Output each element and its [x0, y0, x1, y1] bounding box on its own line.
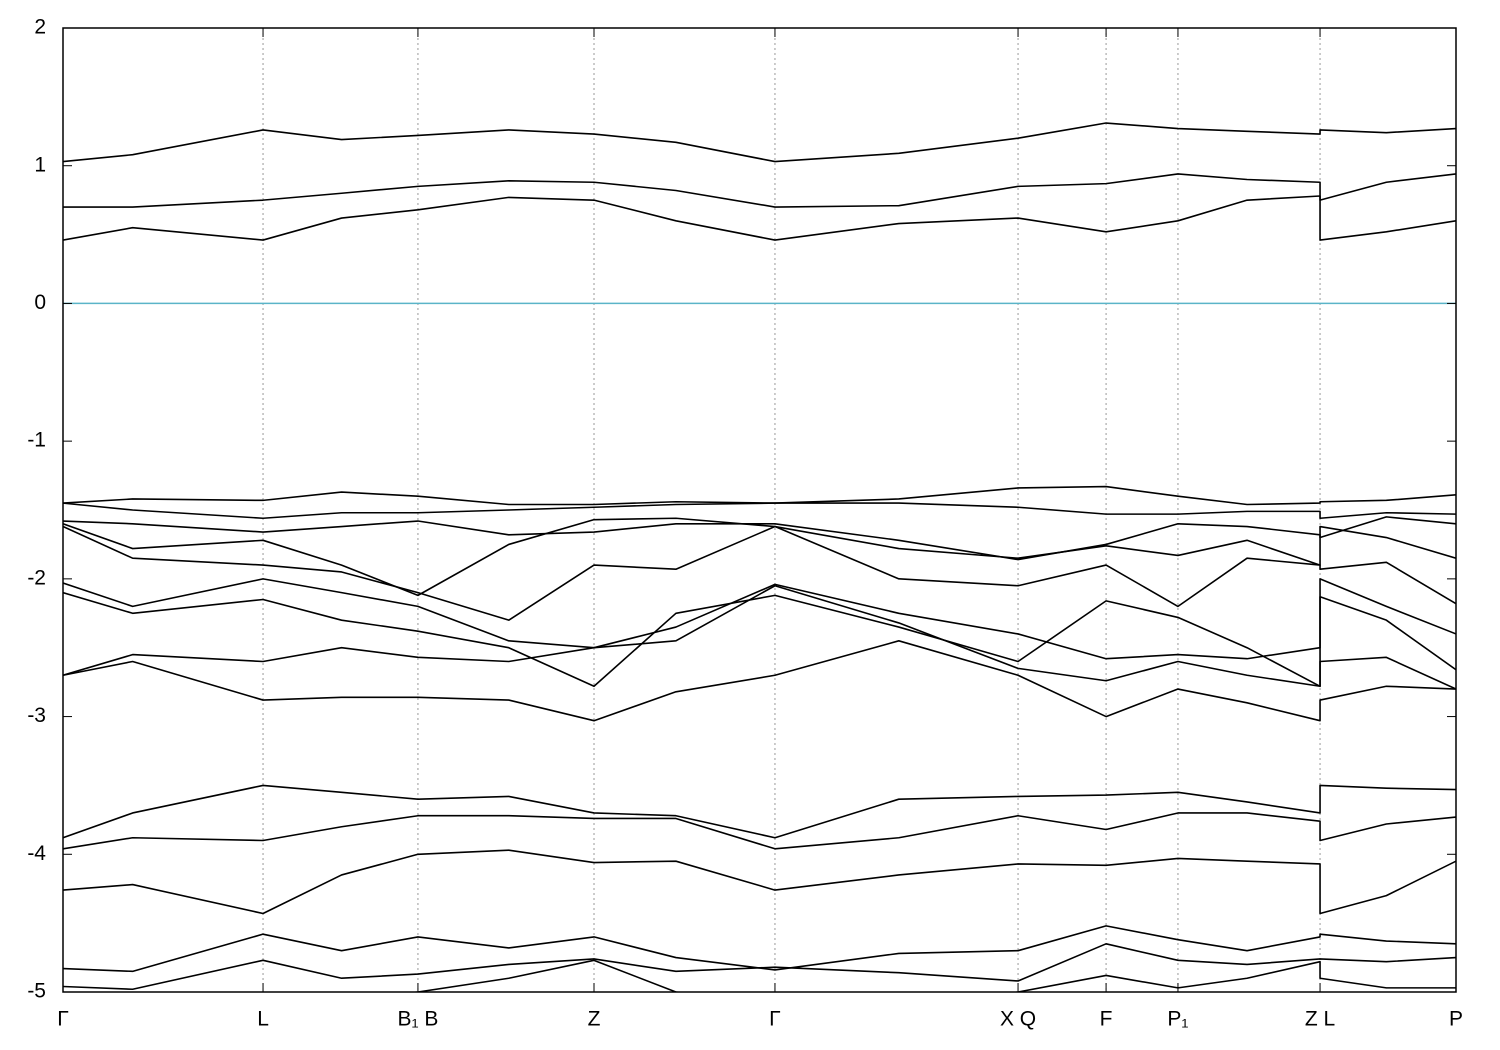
- x-tick-label: Z: [588, 1008, 601, 1031]
- band-line: [63, 502, 1456, 520]
- y-tick-label: 0: [34, 291, 46, 314]
- band-line: [63, 525, 1456, 621]
- x-tick-label: P₁: [1167, 1008, 1188, 1031]
- x-tick-label: F: [1100, 1008, 1113, 1031]
- band-line: [63, 925, 1456, 973]
- x-tick-label: Γ: [57, 1008, 69, 1031]
- x-tick-label: Z L: [1305, 1008, 1335, 1031]
- grid-layer: [62, 28, 1457, 992]
- band-line: [63, 584, 1456, 690]
- y-tick-label: -2: [27, 566, 46, 589]
- band-line: [63, 485, 1456, 506]
- y-tick-label: 2: [34, 16, 46, 39]
- band-line: [63, 173, 1456, 208]
- band-line: [63, 849, 1456, 915]
- band-line: [63, 943, 1456, 991]
- band-line: [63, 517, 1456, 597]
- y-tick-label: 1: [34, 153, 46, 176]
- band-line: [63, 812, 1456, 850]
- y-tick-label: -3: [27, 704, 46, 727]
- plot-frame: [62, 27, 1457, 993]
- y-tick-label: -1: [27, 429, 46, 452]
- band-line: [63, 195, 1456, 241]
- x-tick-label: L: [257, 1008, 269, 1031]
- band-line: [63, 959, 1456, 992]
- x-tick-label: X Q: [1000, 1008, 1036, 1031]
- band-line: [63, 591, 1456, 688]
- band-line: [63, 784, 1456, 839]
- y-tick-label: -5: [27, 980, 46, 1003]
- band-line: [63, 122, 1456, 163]
- band-line: [63, 516, 1456, 561]
- band-line: [63, 640, 1456, 722]
- bands-layer: [63, 122, 1456, 992]
- x-tick-label: P: [1449, 1008, 1463, 1031]
- band-line: [63, 578, 1456, 660]
- x-tick-label: B₁ B: [397, 1008, 438, 1031]
- y-tick-label: -4: [27, 842, 46, 865]
- x-tick-label: Γ: [769, 1008, 781, 1031]
